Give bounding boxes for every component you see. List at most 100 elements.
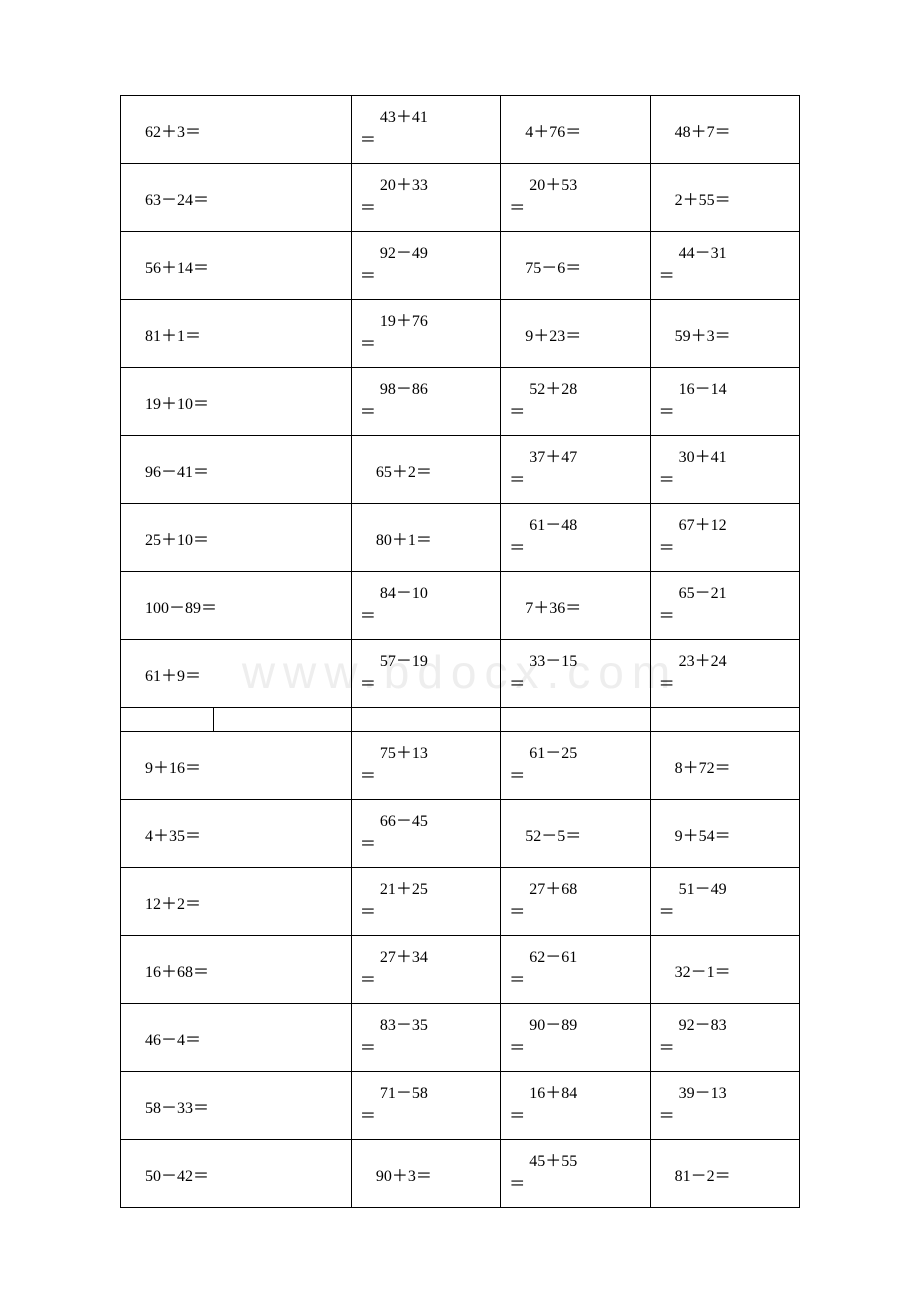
math-expression: 83－35 [360, 1015, 500, 1037]
math-expression: 90＋3＝ [352, 1162, 500, 1186]
math-expression: 21＋25 [360, 879, 500, 901]
table-cell: 2＋55＝ [650, 164, 799, 232]
table-cell: 81＋1＝ [121, 300, 352, 368]
equals-sign: ＝ [509, 1038, 649, 1060]
math-expression: 75－6＝ [501, 254, 649, 278]
math-expression: 100－89＝ [121, 594, 351, 618]
math-expression: 92－83 [659, 1015, 799, 1037]
equals-sign: ＝ [360, 402, 500, 424]
math-expression: 23＋24 [659, 651, 799, 673]
table-cell: 81－2＝ [650, 1140, 799, 1208]
table-row: 96－41＝65＋2＝37＋47＝30＋41＝ [121, 436, 800, 504]
math-expression: 33－15 [509, 651, 649, 673]
table-row: 61＋9＝57－19＝33－15＝23＋24＝ [121, 640, 800, 708]
math-expression: 45＋55 [509, 1151, 649, 1173]
separator-cell [121, 708, 352, 732]
math-expression: 43＋41 [360, 107, 500, 129]
math-expression: 19＋10＝ [121, 390, 351, 414]
equals-sign: ＝ [659, 1106, 799, 1128]
table-cell: 4＋76＝ [501, 96, 650, 164]
math-expression: 9＋16＝ [121, 754, 351, 778]
math-expression: 62＋3＝ [121, 118, 351, 142]
equals-sign: ＝ [509, 766, 649, 788]
equals-sign: ＝ [360, 1106, 500, 1128]
table-body: 62＋3＝43＋41＝4＋76＝48＋7＝63－24＝20＋33＝20＋53＝2… [121, 96, 800, 1208]
table-cell: 48＋7＝ [650, 96, 799, 164]
math-worksheet-table: 62＋3＝43＋41＝4＋76＝48＋7＝63－24＝20＋33＝20＋53＝2… [120, 95, 800, 1208]
table-cell: 9＋23＝ [501, 300, 650, 368]
equals-sign: ＝ [360, 334, 500, 356]
math-expression: 98－86 [360, 379, 500, 401]
equals-sign: ＝ [360, 970, 500, 992]
table-cell: 92－49＝ [351, 232, 500, 300]
table-cell: 65－21＝ [650, 572, 799, 640]
table-cell: 58－33＝ [121, 1072, 352, 1140]
table-cell: 21＋25＝ [351, 868, 500, 936]
table-cell: 65＋2＝ [351, 436, 500, 504]
equals-sign: ＝ [509, 902, 649, 924]
math-expression: 66－45 [360, 811, 500, 833]
table-cell: 16－14＝ [650, 368, 799, 436]
table-cell: 8＋72＝ [650, 732, 799, 800]
table-cell: 37＋47＝ [501, 436, 650, 504]
table-cell: 25＋10＝ [121, 504, 352, 572]
table-cell: 39－13＝ [650, 1072, 799, 1140]
table-cell: 61－48＝ [501, 504, 650, 572]
math-expression: 16＋84 [509, 1083, 649, 1105]
equals-sign: ＝ [659, 606, 799, 628]
table-row: 81＋1＝19＋76＝9＋23＝59＋3＝ [121, 300, 800, 368]
table-cell: 80＋1＝ [351, 504, 500, 572]
table-cell: 44－31＝ [650, 232, 799, 300]
table-row: 100－89＝84－10＝7＋36＝65－21＝ [121, 572, 800, 640]
math-expression: 16－14 [659, 379, 799, 401]
table-cell: 52－5＝ [501, 800, 650, 868]
equals-sign: ＝ [659, 402, 799, 424]
math-expression: 12＋2＝ [121, 890, 351, 914]
table-cell: 27＋68＝ [501, 868, 650, 936]
math-expression: 9＋54＝ [651, 822, 799, 846]
table-cell: 33－15＝ [501, 640, 650, 708]
table-cell: 71－58＝ [351, 1072, 500, 1140]
table-cell: 75＋13＝ [351, 732, 500, 800]
equals-sign: ＝ [509, 1174, 649, 1196]
separator-divider [213, 708, 214, 731]
table-cell: 51－49＝ [650, 868, 799, 936]
math-expression: 62－61 [509, 947, 649, 969]
table-row: 12＋2＝21＋25＝27＋68＝51－49＝ [121, 868, 800, 936]
math-expression: 25＋10＝ [121, 526, 351, 550]
table-cell: 27＋34＝ [351, 936, 500, 1004]
equals-sign: ＝ [659, 902, 799, 924]
table-cell: 61－25＝ [501, 732, 650, 800]
equals-sign: ＝ [509, 970, 649, 992]
equals-sign: ＝ [509, 402, 649, 424]
equals-sign: ＝ [509, 198, 649, 220]
math-expression: 46－4＝ [121, 1026, 351, 1050]
table-cell: 32－1＝ [650, 936, 799, 1004]
table-cell: 100－89＝ [121, 572, 352, 640]
math-expression: 61＋9＝ [121, 662, 351, 686]
table-row: 46－4＝83－35＝90－89＝92－83＝ [121, 1004, 800, 1072]
equals-sign: ＝ [360, 130, 500, 152]
math-expression: 92－49 [360, 243, 500, 265]
table-cell: 16＋84＝ [501, 1072, 650, 1140]
equals-sign: ＝ [360, 674, 500, 696]
table-row: 9＋16＝75＋13＝61－25＝8＋72＝ [121, 732, 800, 800]
math-expression: 61－25 [509, 743, 649, 765]
table-cell: 45＋55＝ [501, 1140, 650, 1208]
math-expression: 19＋76 [360, 311, 500, 333]
equals-sign: ＝ [659, 1038, 799, 1060]
separator-cell [650, 708, 799, 732]
table-cell: 61＋9＝ [121, 640, 352, 708]
math-expression: 50－42＝ [121, 1162, 351, 1186]
math-expression: 52－5＝ [501, 822, 649, 846]
math-expression: 16＋68＝ [121, 958, 351, 982]
math-expression: 32－1＝ [651, 958, 799, 982]
table-cell: 56＋14＝ [121, 232, 352, 300]
math-expression: 37＋47 [509, 447, 649, 469]
table-cell: 43＋41＝ [351, 96, 500, 164]
math-expression: 65＋2＝ [352, 458, 500, 482]
separator-row [121, 708, 800, 732]
table-cell: 75－6＝ [501, 232, 650, 300]
equals-sign: ＝ [360, 1038, 500, 1060]
table-cell: 63－24＝ [121, 164, 352, 232]
